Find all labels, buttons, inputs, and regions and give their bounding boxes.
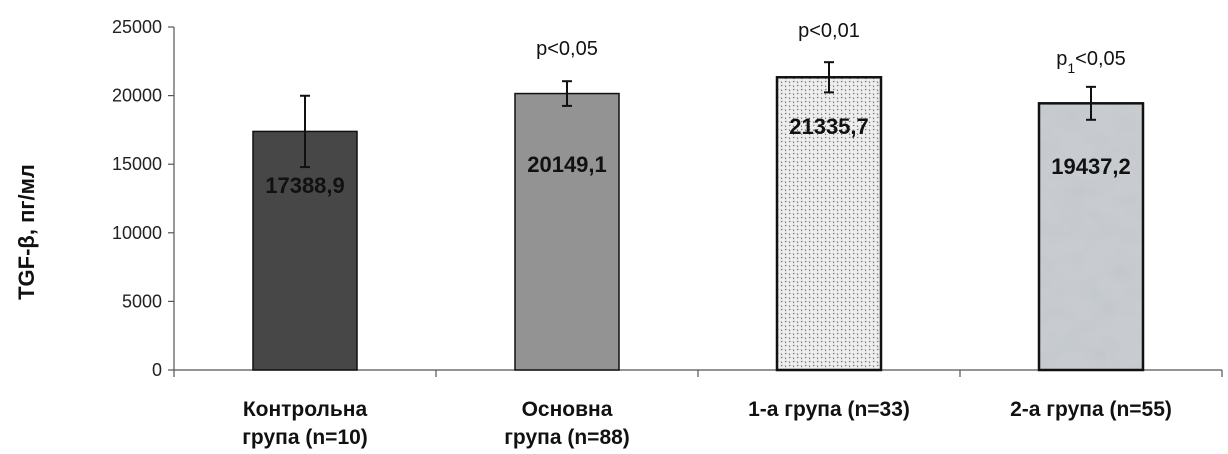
y-tick-label: 25000 — [112, 17, 162, 37]
significance-label: p1<0,05 — [1056, 48, 1126, 76]
x-tick-label: 1-а група (n=33) — [748, 398, 910, 421]
bar — [1039, 103, 1143, 370]
y-axis-label: TGF-β, пг/мл — [14, 164, 39, 300]
x-tick-label: група (n=88) — [504, 426, 630, 449]
y-tick-label: 0 — [152, 360, 162, 380]
bar — [252, 130, 358, 371]
y-tick-label: 15000 — [112, 154, 162, 174]
data-label: 17388,9 — [265, 173, 345, 198]
error-bar — [300, 94, 310, 169]
y-tick-label: 20000 — [112, 86, 162, 106]
x-tick-label: Основна — [522, 398, 613, 421]
bar — [514, 92, 620, 371]
error-bar — [1086, 85, 1096, 121]
bar — [775, 76, 883, 372]
error-bar — [824, 61, 834, 94]
x-tick-label: група (n=10) — [242, 426, 368, 449]
data-label: 21335,7 — [789, 114, 869, 139]
significance-label: p<0,01 — [798, 20, 860, 42]
data-label: 19437,2 — [1051, 154, 1131, 179]
data-label: 20149,1 — [527, 152, 607, 177]
x-tick-label: Контрольна — [243, 398, 368, 421]
x-tick-label: 2-а група (n=55) — [1010, 398, 1172, 421]
significance-label: p<0,05 — [536, 38, 598, 60]
error-bar — [562, 80, 572, 107]
y-tick-label: 10000 — [112, 223, 162, 243]
y-tick-label: 5000 — [122, 291, 162, 311]
